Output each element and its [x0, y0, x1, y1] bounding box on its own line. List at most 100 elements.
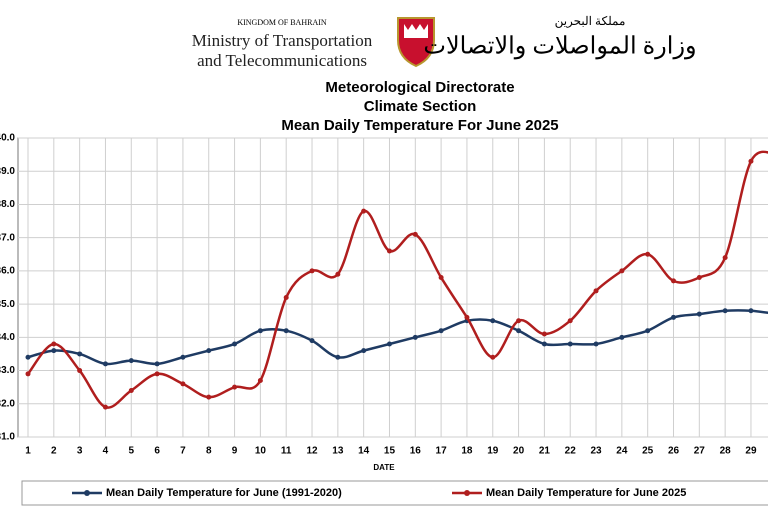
y-tick-label: 33.0	[0, 365, 15, 376]
data-point	[128, 358, 134, 364]
data-point	[671, 314, 676, 320]
chart-title: Climate Section	[364, 98, 477, 115]
x-tick-label: 11	[281, 446, 292, 457]
data-point	[335, 354, 341, 360]
data-point	[645, 251, 651, 257]
data-point	[593, 341, 599, 347]
data-point	[722, 308, 728, 314]
data-point	[77, 351, 83, 357]
x-tick-label: 18	[461, 446, 473, 457]
x-tick-label: 3	[77, 446, 83, 457]
x-tick-label: 21	[539, 446, 551, 457]
data-point	[671, 278, 676, 284]
data-point	[619, 334, 625, 340]
data-point	[361, 208, 367, 214]
y-tick-label: 40.0	[0, 133, 15, 144]
data-point	[541, 331, 547, 337]
data-point	[283, 328, 289, 334]
data-point	[412, 334, 418, 340]
data-point	[361, 348, 367, 354]
data-point	[283, 294, 289, 300]
data-point	[464, 314, 470, 320]
data-point	[309, 338, 315, 344]
data-point	[516, 328, 522, 334]
x-tick-label: 8	[206, 446, 212, 457]
y-tick-label: 35.0	[0, 299, 15, 310]
x-tick-label: 19	[487, 446, 499, 457]
x-tick-label: 2	[51, 446, 57, 457]
x-tick-label: 9	[232, 446, 238, 457]
data-point	[490, 354, 496, 360]
chart-title: Meteorological Directorate	[325, 79, 514, 96]
data-point	[541, 341, 547, 347]
y-tick-label: 32.0	[0, 398, 15, 409]
x-tick-label: 4	[103, 446, 109, 457]
data-point	[309, 268, 315, 274]
data-point	[438, 275, 444, 281]
x-tick-label: 22	[565, 446, 577, 457]
data-point	[180, 381, 186, 387]
ministry-line: and Telecommunications	[197, 51, 367, 70]
x-tick-label: 29	[745, 446, 757, 457]
data-point	[180, 354, 186, 360]
x-tick-label: 25	[642, 446, 654, 457]
data-point	[516, 318, 522, 324]
x-tick-label: 5	[128, 446, 134, 457]
x-tick-label: 12	[306, 446, 318, 457]
legend-marker	[464, 490, 470, 496]
data-point	[645, 328, 651, 334]
data-point	[206, 348, 212, 354]
x-tick-label: 28	[720, 446, 732, 457]
y-tick-label: 31.0	[0, 432, 15, 443]
data-point	[102, 404, 108, 410]
data-point	[386, 341, 392, 347]
data-point	[567, 318, 573, 324]
data-point	[154, 371, 160, 377]
y-tick-label: 38.0	[0, 199, 15, 210]
data-point	[722, 255, 728, 261]
x-tick-label: 10	[255, 446, 267, 457]
data-point	[102, 361, 108, 367]
x-tick-label: 23	[590, 446, 602, 457]
data-point	[438, 328, 444, 334]
x-tick-label: 14	[358, 446, 370, 457]
y-tick-label: 34.0	[0, 332, 15, 343]
data-point	[696, 311, 702, 317]
x-axis-label: DATE	[373, 463, 395, 472]
data-point	[51, 341, 57, 347]
x-tick-label: 24	[616, 446, 628, 457]
y-tick-label: 39.0	[0, 166, 15, 177]
x-tick-label: 17	[436, 446, 448, 457]
ministry-line: Ministry of Transportation	[192, 31, 373, 50]
data-point	[696, 275, 702, 281]
x-tick-label: 26	[668, 446, 680, 457]
x-tick-label: 1	[25, 446, 31, 457]
data-point	[748, 158, 754, 164]
data-point	[232, 341, 238, 347]
data-point	[206, 394, 212, 400]
data-point	[412, 231, 418, 237]
data-point	[567, 341, 573, 347]
data-point	[51, 348, 57, 354]
data-point	[748, 308, 754, 314]
y-tick-label: 37.0	[0, 232, 15, 243]
data-point	[257, 378, 263, 384]
data-point	[619, 268, 625, 274]
data-point	[335, 271, 341, 277]
kingdom-label: KINGDOM OF BAHRAIN	[237, 18, 327, 27]
data-point	[257, 328, 263, 334]
legend-label: Mean Daily Temperature for June (1991-20…	[106, 487, 342, 499]
x-tick-label: 20	[513, 446, 525, 457]
emblem	[397, 17, 435, 68]
x-tick-label: 13	[332, 446, 344, 457]
data-point	[386, 248, 392, 254]
x-tick-label: 27	[694, 446, 706, 457]
legend-label: Mean Daily Temperature for June 2025	[486, 487, 686, 499]
data-point	[593, 288, 599, 294]
chart-title: Mean Daily Temperature For June 2025	[281, 117, 558, 134]
x-tick-label: 15	[384, 446, 396, 457]
x-tick-label: 16	[410, 446, 422, 457]
data-point	[77, 368, 83, 374]
data-point	[154, 361, 160, 367]
x-tick-label: 6	[154, 446, 160, 457]
